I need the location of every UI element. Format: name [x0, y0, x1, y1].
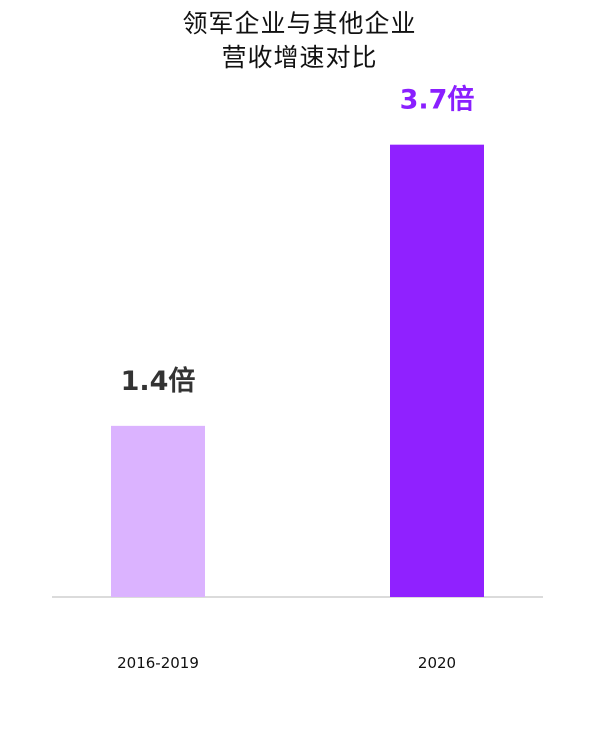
x-tick-label-2016-2019: 2016-2019: [117, 654, 199, 672]
chart-title-line-2: 营收增速对比: [221, 43, 378, 72]
data-label-2016-2019: 1.4倍: [121, 365, 196, 397]
bar-2016-2019: [111, 425, 205, 597]
x-tick-label-2020: 2020: [418, 654, 456, 672]
chart-title-line-1: 领军企业与其他企业: [182, 9, 417, 38]
bar-2020: [390, 144, 484, 598]
data-label-2020: 3.7倍: [400, 84, 475, 116]
